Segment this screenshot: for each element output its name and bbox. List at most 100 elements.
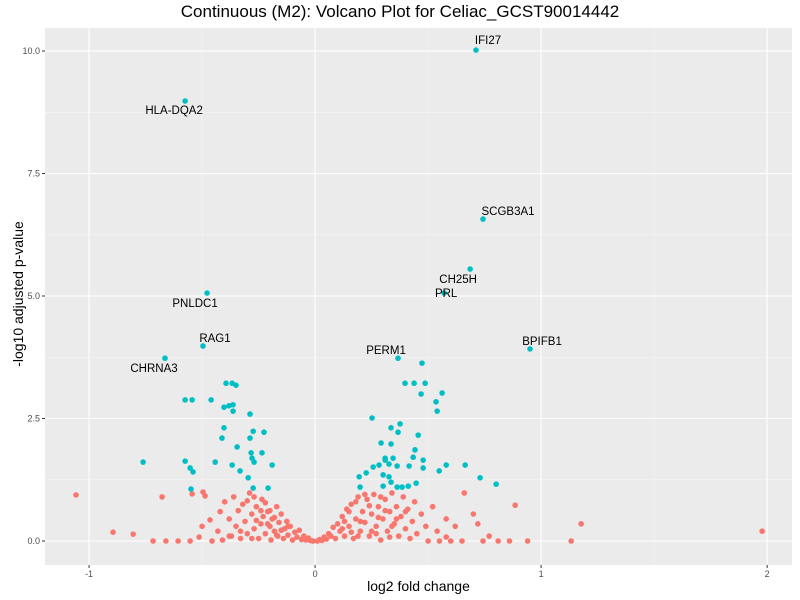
nonsignificant-point (393, 503, 400, 510)
nonsignificant-point (429, 503, 436, 510)
nonsignificant-point (352, 516, 359, 522)
nonsignificant-point (239, 501, 246, 508)
nonsignificant-point (434, 528, 440, 534)
nonsignificant-point (447, 538, 454, 544)
y-axis-label: -log10 adjusted p-value (10, 221, 26, 367)
nonsignificant-point (402, 525, 409, 532)
significant-point (190, 469, 196, 475)
nonsignificant-point (251, 525, 257, 532)
y-tick-label: 7.5 (27, 169, 40, 179)
significant-point (443, 462, 449, 468)
nonsignificant-point (278, 511, 284, 517)
gene-label: BPIFB1 (522, 336, 562, 348)
nonsignificant-point (386, 534, 393, 540)
significant-point (436, 468, 442, 474)
nonsignificant-point (237, 528, 244, 534)
nonsignificant-point (386, 508, 393, 515)
nonsignificant-point (310, 538, 316, 544)
significant-point (390, 455, 396, 461)
x-axis-label: log2 fold change (367, 578, 470, 594)
nonsignificant-point (251, 494, 257, 500)
nonsignificant-point (436, 538, 443, 544)
significant-point (441, 290, 447, 296)
significant-point (233, 382, 239, 388)
nonsignificant-point (217, 508, 223, 515)
nonsignificant-point (187, 538, 193, 544)
nonsignificant-point (296, 527, 303, 534)
significant-point (412, 447, 418, 453)
nonsignificant-point (199, 523, 205, 530)
significant-point (251, 459, 257, 465)
nonsignificant-point (389, 490, 395, 496)
nonsignificant-point (414, 530, 420, 537)
nonsignificant-point (249, 535, 255, 542)
significant-point (363, 470, 369, 476)
significant-point (394, 463, 400, 469)
nonsignificant-point (339, 525, 346, 532)
nonsignificant-point (291, 529, 298, 535)
nonsignificant-point (384, 528, 391, 534)
nonsignificant-point (150, 538, 156, 544)
nonsignificant-point (219, 537, 226, 543)
y-tick-label: 0.0 (27, 536, 40, 546)
nonsignificant-point (443, 534, 449, 540)
significant-point (433, 399, 439, 405)
nonsignificant-point (362, 491, 368, 498)
significant-point (388, 441, 394, 447)
nonsignificant-point (470, 511, 477, 517)
nonsignificant-point (373, 530, 379, 537)
x-tick-label: 2 (765, 569, 770, 579)
nonsignificant-point (346, 508, 352, 515)
nonsignificant-point (512, 502, 518, 509)
significant-point (229, 462, 235, 468)
significant-point (422, 380, 428, 387)
significant-point (397, 421, 403, 427)
nonsignificant-point (359, 508, 366, 515)
significant-point (200, 343, 206, 349)
nonsignificant-point (368, 511, 375, 517)
chart-title: Continuous (M2): Volcano Plot for Celiac… (180, 2, 620, 21)
nonsignificant-point (339, 513, 346, 520)
nonsignificant-point (452, 523, 459, 530)
nonsignificant-point (226, 533, 233, 539)
significant-point (237, 468, 243, 474)
nonsignificant-point (459, 538, 465, 544)
nonsignificant-point (249, 511, 255, 517)
significant-point (434, 408, 440, 414)
significant-point (376, 462, 382, 468)
significant-point (187, 465, 193, 471)
significant-point (419, 360, 425, 366)
significant-point (477, 474, 483, 481)
nonsignificant-point (759, 528, 765, 534)
significant-point (386, 461, 392, 467)
significant-point (182, 98, 188, 104)
significant-point (369, 415, 375, 421)
nonsignificant-point (395, 533, 402, 539)
nonsignificant-point (402, 508, 409, 515)
y-tick-label: 10.0 (22, 46, 40, 56)
nonsignificant-point (221, 498, 228, 505)
nonsignificant-point (480, 538, 486, 544)
significant-point (356, 474, 362, 480)
significant-point (208, 397, 214, 403)
significant-point (402, 380, 408, 387)
significant-point (394, 484, 400, 490)
nonsignificant-point (328, 533, 334, 539)
nonsignificant-point (262, 499, 269, 506)
nonsignificant-point (348, 501, 355, 508)
significant-point (405, 483, 412, 489)
significant-point (395, 429, 401, 436)
nonsignificant-point (271, 514, 278, 521)
significant-point (378, 440, 384, 446)
nonsignificant-point (355, 494, 361, 500)
nonsignificant-point (242, 518, 248, 525)
significant-point (230, 401, 236, 408)
nonsignificant-point (233, 523, 239, 530)
x-tick-label: 0 (313, 569, 318, 579)
nonsignificant-point (273, 532, 280, 538)
significant-point (411, 380, 417, 387)
significant-point (140, 459, 146, 465)
significant-point (248, 449, 254, 456)
nonsignificant-point (375, 503, 382, 510)
gridlines (45, 28, 792, 565)
